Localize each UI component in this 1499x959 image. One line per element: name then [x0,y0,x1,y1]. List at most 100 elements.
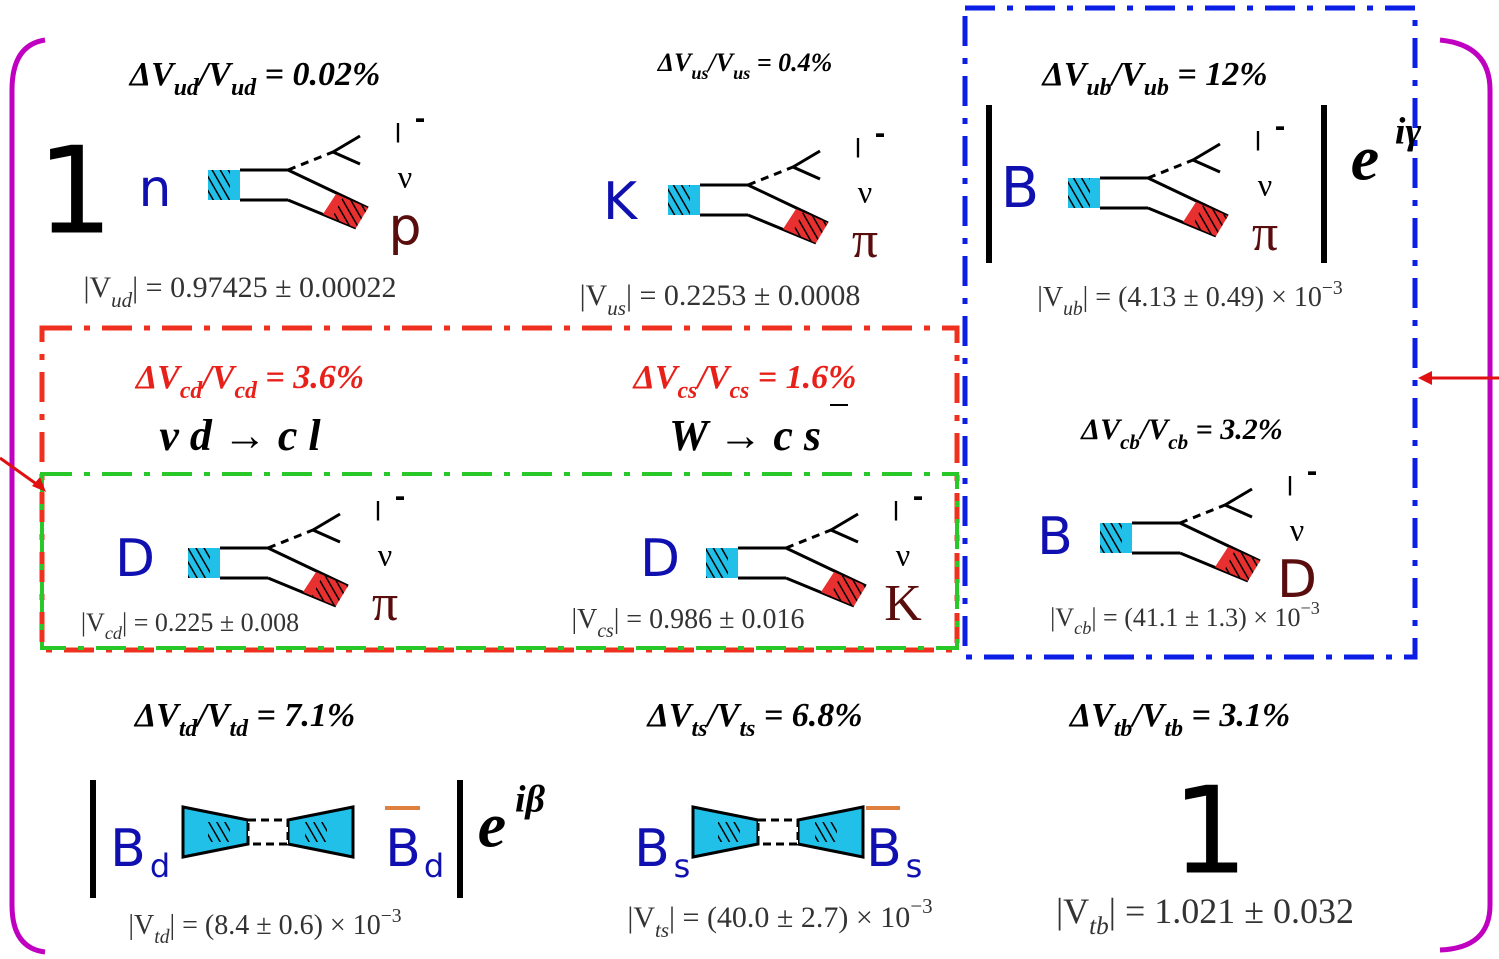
precision: ΔVub/Vub = 12% [1040,56,1267,102]
label: π [1252,205,1278,262]
magnitude: |Vcd| = 0.225 ± 0.008 [81,608,299,643]
precision: ΔVud/Vud = 0.02% [128,56,381,102]
label: D [1277,550,1317,610]
abs-bar [90,780,96,898]
magnitude-text: |V [128,910,154,941]
precision-subscript: tb [1164,716,1183,742]
magnitude: |Vub| = (4.13 ± 0.49) × 10−3 [1037,278,1343,320]
precision: ΔVcb/Vcb = 3.2% [1080,413,1282,454]
precision-text: /V [1138,413,1171,446]
label: d [424,847,444,885]
label: ν [1258,166,1272,202]
abs-bar [1321,105,1327,263]
meson-hatch [1100,523,1122,553]
magnitude-sub: us [607,296,626,320]
label: D [640,529,680,589]
magnitude-sup: −3 [1322,278,1343,299]
label: 1 [1172,763,1248,902]
label: l [374,498,381,528]
label: B [385,819,421,879]
w-line [268,530,313,548]
precision-text: ΔV [657,48,694,77]
precision-text: ΔV [128,56,176,93]
hatch [208,822,230,842]
label: B [634,819,670,879]
label: - [1307,458,1318,488]
meson-hatch [706,548,728,578]
magnitude-sub: ud [111,288,133,312]
label: K [603,172,639,232]
precision-subscript: us [691,63,708,83]
precision-subscript: cd [234,378,258,404]
process: ν d → c l [159,411,321,460]
quark-line [1148,178,1228,216]
magnitude-sub: cd [105,623,123,643]
magnitude-text: |V [572,604,598,635]
label: 1 [37,123,113,262]
precision-text: = 0.02% [256,56,380,93]
precision-subscript: ts [691,716,707,742]
magnitude-text: |V [81,608,105,637]
hatch [718,822,740,842]
magnitude: |Vud| = 0.97425 ± 0.00022 [83,271,396,312]
precision-subscript: cs [729,378,749,404]
label: ν [398,158,412,194]
precision-subscript: cd [180,378,204,404]
label: s [674,847,691,885]
precision-subscript: ub [1144,75,1169,101]
precision-text: ΔV [133,697,181,734]
right-bracket [1440,40,1490,950]
lepton-lines [333,136,360,164]
precision-subscript: cb [1120,430,1140,454]
magnitude-text: | = 0.2253 ± 0.0008 [626,279,860,312]
magnitude-text: |V [83,271,111,304]
label: ν [1290,511,1304,547]
label: - [1275,113,1286,143]
magnitude-text: |V [1050,603,1074,632]
label: l [394,120,401,150]
precision: ΔVcs/Vcs = 1.6% [632,359,857,405]
label: d [150,847,170,885]
precision-subscript: us [733,63,750,83]
magnitude-text: | = (40.0 ± 2.7) × 10 [669,901,910,934]
precision-text: ΔV [632,359,680,396]
meson-hatch [668,185,690,215]
label: - [875,120,886,150]
label: ν [896,536,910,572]
label: l [892,498,899,528]
label: l [1286,473,1293,503]
precision-text: /V [194,697,231,734]
label: iβ [515,779,546,821]
magnitude-sub: ub [1063,299,1083,320]
magnitude-sub: cs [597,621,614,642]
abs-bar [986,105,992,263]
quark-line [786,548,866,586]
lepton-lines [1225,489,1252,517]
precision-text: /V [199,359,236,396]
magnitude: |Vcs| = 0.986 ± 0.016 [572,604,805,642]
abs-bar [457,780,463,898]
magnitude-text: | = (41.1 ± 1.3) × 10 [1091,603,1300,632]
w-line [1180,505,1225,523]
precision-text: = 7.1% [248,697,355,734]
precision-subscript: tb [1114,716,1133,742]
label: e [478,790,506,861]
magnitude-sub: td [154,927,169,948]
label: - [415,105,426,135]
precision-text: /V [1109,56,1146,93]
precision-text: = 6.8% [755,697,862,734]
precision-text: /V [694,359,731,396]
lepton-lines [1193,144,1220,172]
precision: ΔVtd/Vtd = 7.1% [133,697,355,743]
magnitude-text: | = 0.986 ± 0.016 [614,604,805,635]
blue-box [965,8,1415,657]
precision-text: ΔV [1068,697,1116,734]
precision: ΔVts/Vts = 6.8% [645,697,862,743]
precision-subscript: cb [1168,430,1188,454]
magnitude-text: | = (8.4 ± 0.6) × 10 [170,910,381,941]
magnitude-sub: cb [1074,618,1091,638]
magnitude-text: |V [1037,282,1063,313]
precision-text: ΔV [645,697,693,734]
label: B [866,819,902,879]
w-line [786,530,831,548]
